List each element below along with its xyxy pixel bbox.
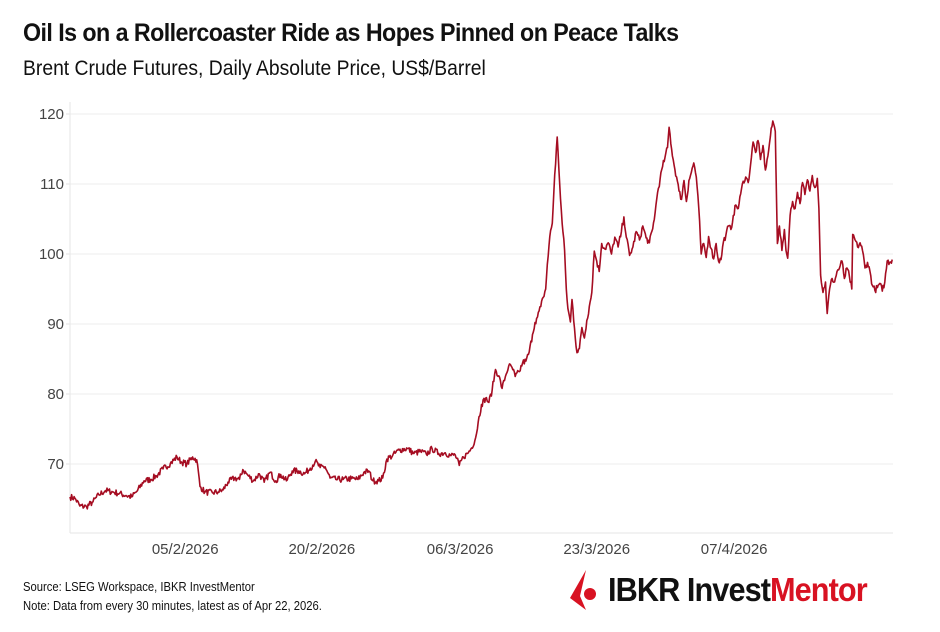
x-tick-labels: 05/2/2026 20/2/2026 06/3/2026 23/3/2026 07/4…: [152, 541, 768, 558]
x-tick-label: 05/2/2026: [152, 541, 219, 558]
chart-title: Oil Is on a Rollercoaster Ride as Hopes …: [23, 19, 679, 47]
x-tick-label: 23/3/2026: [563, 541, 630, 558]
logo-wordmark: IBKR InvestMentor: [608, 571, 868, 608]
chart-subtitle: Brent Crude Futures, Daily Absolute Pric…: [23, 57, 486, 80]
y-tick-label: 100: [39, 246, 64, 263]
y-tick-label: 80: [47, 386, 64, 403]
ibkr-investmentor-logo: IBKR InvestMentor: [566, 566, 886, 614]
y-tick-label: 70: [47, 456, 64, 473]
data-note: Note: Data from every 30 minutes, latest…: [23, 599, 322, 613]
y-tick-label: 110: [40, 176, 64, 193]
x-tick-label: 07/4/2026: [701, 541, 768, 558]
gridlines: [66, 113, 893, 465]
x-tick-label: 20/2/2026: [288, 541, 355, 558]
source-note: Source: LSEG Workspace, IBKR InvestMento…: [23, 580, 255, 594]
line-chart: 70 80 90 100 110 120 05/2/2026 20/2/2026 06/3/2…: [39, 102, 893, 558]
y-tick-label: 90: [47, 316, 64, 333]
y-tick-labels: 70 80 90 100 110 120: [39, 106, 64, 473]
brent-price-line: [69, 120, 893, 510]
y-tick-label: 120: [39, 106, 64, 123]
x-tick-label: 06/3/2026: [427, 541, 494, 558]
ibkr-flag-icon: [570, 570, 596, 610]
